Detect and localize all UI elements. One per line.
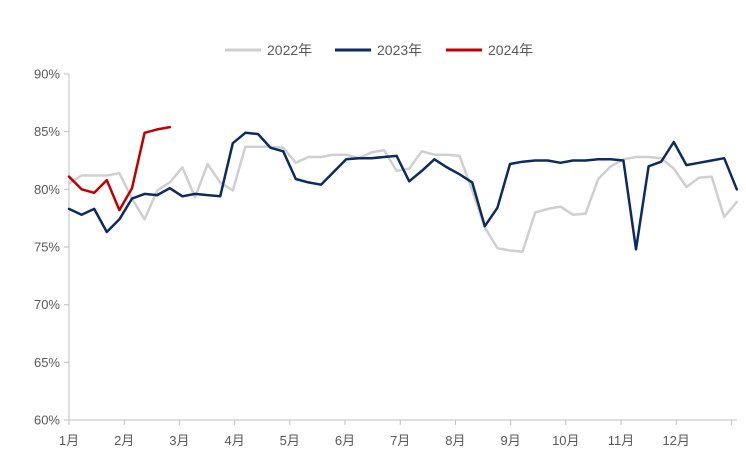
x-tick-label: 4月	[224, 433, 244, 448]
x-tick-label: 7月	[390, 433, 410, 448]
legend-label: 2024年	[488, 42, 533, 58]
y-tick-label: 65%	[34, 355, 60, 370]
legend-item: 2024年	[446, 42, 533, 58]
series-line-2023	[67, 131, 739, 251]
x-tick-label: 3月	[169, 433, 189, 448]
plot-area	[67, 125, 739, 253]
x-axis: 1月 2月 3月 4月 5月 6月 7月 8月 9月 10月 11月 12月	[59, 419, 737, 448]
series-line-2022	[67, 145, 739, 253]
x-tick-label: 8月	[445, 433, 465, 448]
series-line-2024	[67, 125, 172, 212]
y-tick-label: 75%	[34, 240, 60, 255]
y-axis: 90% 85% 80% 75% 70% 65% 60%	[34, 67, 70, 428]
x-tick-label: 6月	[335, 433, 355, 448]
x-tick-label: 10月	[552, 433, 579, 448]
legend-item: 2022年	[225, 42, 312, 58]
legend: 2022年 2023年 2024年	[225, 42, 533, 58]
x-tick-label: 5月	[280, 433, 300, 448]
y-tick-label: 85%	[34, 124, 60, 139]
legend-label: 2022年	[267, 42, 312, 58]
legend-item: 2023年	[335, 42, 422, 58]
x-tick-label: 9月	[500, 433, 520, 448]
y-tick-label: 60%	[34, 413, 60, 428]
y-tick-label: 90%	[34, 67, 60, 82]
x-tick-label: 11月	[608, 433, 635, 448]
y-tick-label: 80%	[34, 182, 60, 197]
x-tick-label: 2月	[114, 433, 134, 448]
y-tick-label: 70%	[34, 297, 60, 312]
x-tick-label: 1月	[59, 433, 79, 448]
legend-label: 2023年	[377, 42, 422, 58]
x-tick-label: 12月	[662, 433, 689, 448]
